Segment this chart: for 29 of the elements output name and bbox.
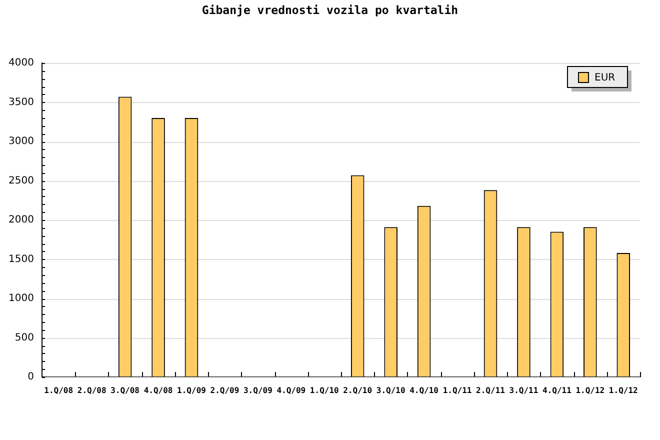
x-tick-label: 1.Q/09 [177, 386, 206, 395]
x-tick-label: 1.Q/12 [608, 386, 638, 395]
x-tick-label: 2.Q/10 [343, 386, 372, 395]
y-tick-label: 2000 [8, 214, 34, 226]
x-tick-label: 3.Q/10 [376, 386, 406, 395]
x-tick-label: 1.Q/11 [442, 386, 472, 395]
y-tick-label: 3500 [8, 96, 34, 108]
x-tick-label: 4.Q/10 [410, 386, 439, 395]
chart-title: Gibanje vrednosti vozila po kvartalih [202, 2, 458, 17]
x-tick-label: 3.Q/08 [110, 386, 140, 395]
y-tick-label: 4000 [8, 58, 34, 69]
y-tick-label: 2500 [8, 175, 34, 186]
x-tick-label: 1.Q/12 [576, 386, 605, 395]
y-tick-label: 1000 [8, 293, 34, 304]
y-tick-label: 1500 [8, 254, 34, 265]
x-tick-label: 2.Q/11 [476, 386, 506, 395]
x-tick-label: 3.Q/09 [243, 386, 273, 395]
x-tick-label: 3.Q/11 [509, 386, 538, 395]
x-tick-label: 2.Q/09 [210, 386, 240, 395]
y-tick-label: 3000 [8, 136, 34, 148]
y-tick-label: 500 [14, 332, 34, 344]
x-tick-label: 4.Q/08 [144, 386, 173, 395]
y-tick-label: 0 [28, 372, 34, 383]
x-tick-label: 4.Q/11 [542, 386, 572, 395]
x-tick-label: 4.Q/09 [276, 386, 306, 395]
x-tick-label: 1.Q/08 [44, 386, 74, 395]
x-tick-label: 1.Q/10 [310, 386, 340, 395]
x-tick-label: 2.Q/08 [77, 386, 106, 395]
legend-label: EUR [594, 72, 616, 84]
